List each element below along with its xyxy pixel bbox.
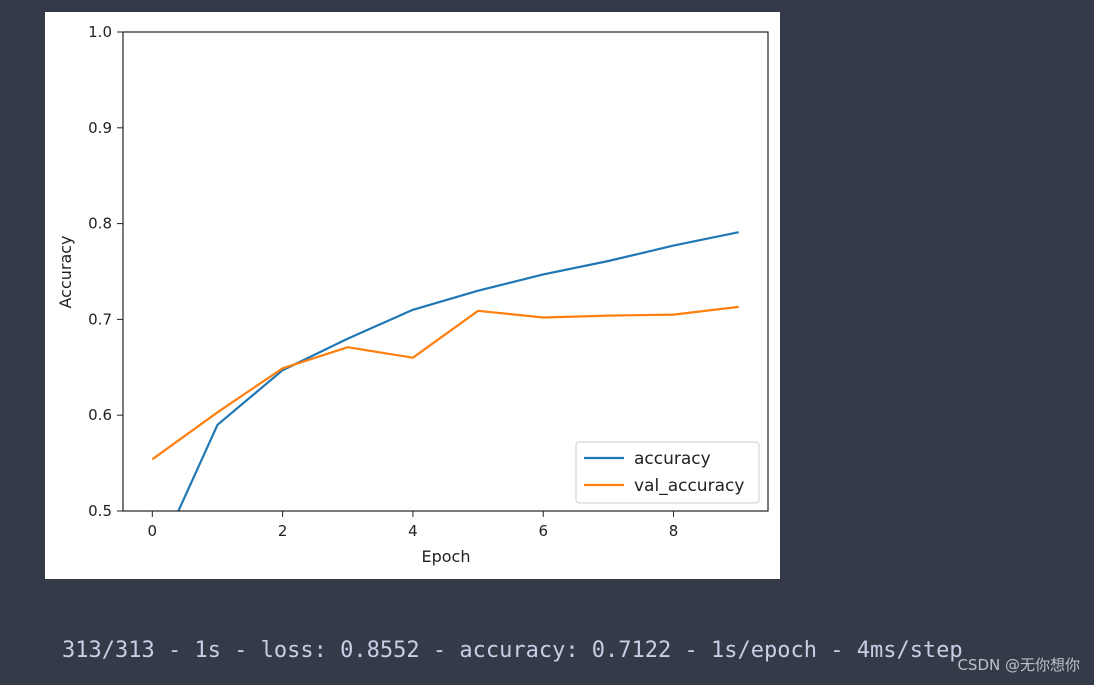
legend: accuracy val_accuracy [575, 441, 760, 504]
y-tick-label: 0.6 [88, 406, 112, 424]
series-line-accuracy [177, 231, 739, 511]
x-axis-label: Epoch [422, 547, 471, 566]
legend-entry-label: val_accuracy [634, 476, 744, 496]
x-tick-label: 6 [538, 522, 548, 540]
x-tick-label: 0 [148, 522, 158, 540]
x-tick-label: 2 [278, 522, 288, 540]
console-output-line: 313/313 - 1s - loss: 0.8552 - accuracy: … [62, 638, 963, 663]
y-tick-label: 0.7 [88, 310, 112, 328]
x-tick-label: 8 [669, 522, 679, 540]
accuracy-line-chart: 0 2 4 6 8 0.5 0.6 0.7 0.8 0.9 1.0 Epoch Accuracy a… [56, 23, 769, 566]
y-axis-label: Accuracy [56, 235, 75, 308]
series-line-val-accuracy [151, 305, 739, 461]
plot-panel: 0 2 4 6 8 0.5 0.6 0.7 0.8 0.9 1.0 Epoch Accuracy a… [45, 12, 780, 579]
watermark: CSDN @无你想你 [957, 656, 1080, 674]
plot-frame [122, 31, 769, 512]
y-tick-label: 0.8 [88, 215, 112, 233]
y-tick-label: 1.0 [88, 23, 112, 41]
y-tick-label: 0.9 [88, 119, 112, 137]
y-tick-label: 0.5 [88, 502, 112, 520]
legend-entry-label: accuracy [634, 449, 711, 469]
x-tick-label: 4 [408, 522, 418, 540]
